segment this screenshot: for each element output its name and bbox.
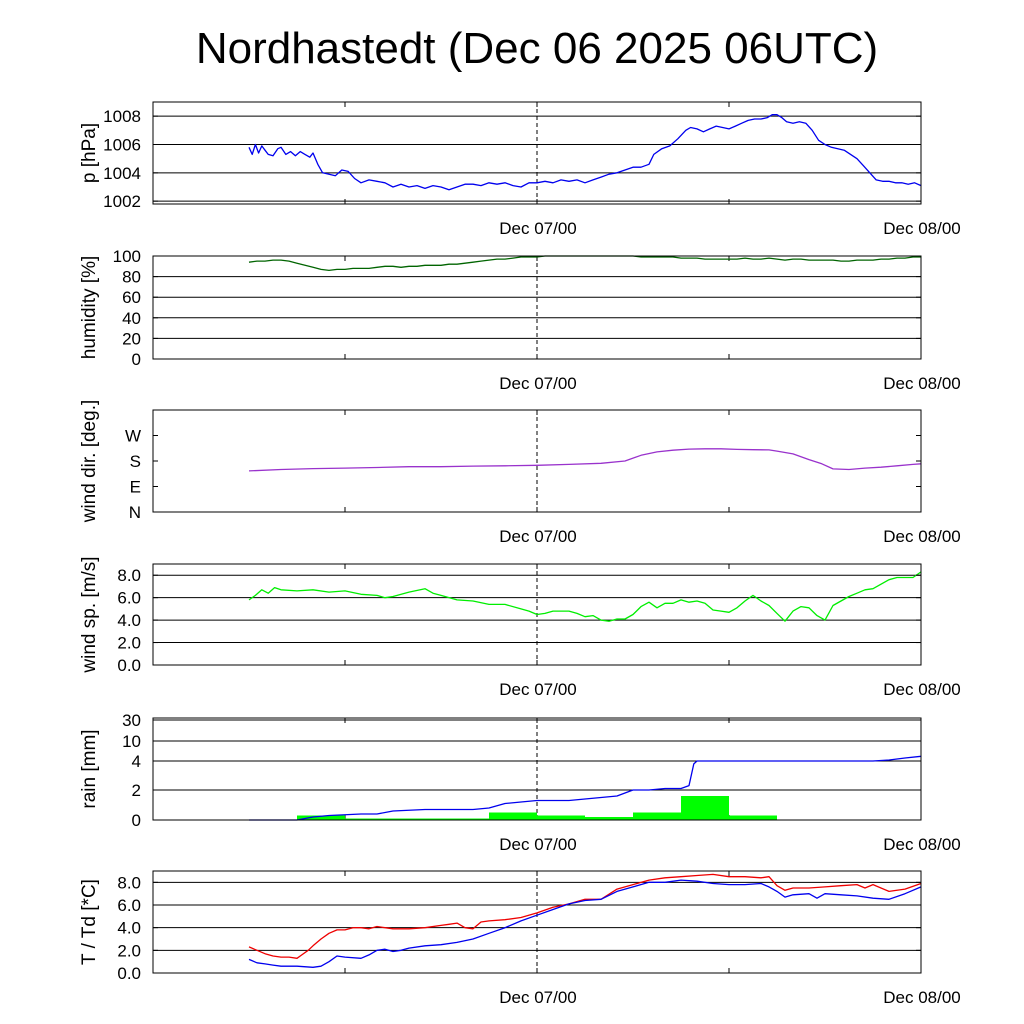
y-tick-label: 80 [122,268,141,287]
y-tick-label: 8.0 [117,566,141,585]
panel-wind_speed: 0.0 2.0 4.0 6.0 8.0 wind sp. [m/s] Dec 07/00 De… [79,556,961,699]
y-tick-label: N [129,503,141,522]
x-tick-label: Dec 07/00 [499,835,577,854]
x-tick-label: Dec 08/00 [883,374,961,393]
series-wind-direction [248,448,922,472]
y-axis-label: p [hPa] [79,123,100,183]
rain-bar [681,796,729,820]
rain-bar [537,815,585,820]
rain-bar [297,815,345,820]
panel-frame [152,255,922,360]
x-tick-label: Dec 08/00 [883,527,961,546]
x-tick-label: Dec 08/00 [883,219,961,238]
y-tick-label: 0.0 [117,964,141,983]
rain-bar [729,815,777,820]
series-wind-speed [248,571,922,622]
y-tick-label: W [125,427,141,446]
series-pressure [248,114,922,191]
rain-bar [345,818,393,820]
rain-bar [633,812,681,820]
series-dew-point [248,879,922,968]
series-accumulated-rain [249,755,922,821]
y-tick-label: 0.0 [117,656,141,675]
x-tick-label: Dec 07/00 [499,374,577,393]
x-tick-label: Dec 08/00 [883,835,961,854]
y-tick-label: 1006 [103,136,141,155]
rain-bar [441,818,489,820]
y-tick-label: 1002 [103,192,141,211]
panel-frame [152,870,922,974]
series-temperature [248,873,922,959]
x-tick-label: Dec 07/00 [499,219,577,238]
y-axis-label: humidity [%] [79,256,100,359]
y-tick-label: 8.0 [117,873,141,892]
rain-bar [489,812,537,820]
y-tick-label: E [130,478,141,497]
y-tick-label: 10 [122,732,141,751]
y-axis-label: wind dir. [deg.] [79,400,100,524]
panel-rain: 0 2 410 30 rain [mm] Dec 07/00 Dec 08/00 [79,711,961,854]
x-tick-label: Dec 07/00 [499,680,577,699]
y-tick-label: 0 [132,350,141,369]
rain-bar [393,818,441,820]
panel-frame [152,563,922,666]
y-tick-label: 2.0 [117,634,141,653]
series-humidity [248,255,921,272]
y-tick-label: S [130,452,141,471]
y-tick-label: 20 [122,329,141,348]
y-tick-label: 4.0 [117,919,141,938]
y-tick-label: 6.0 [117,589,141,608]
y-tick-label: 6.0 [117,896,141,915]
x-tick-label: Dec 08/00 [883,988,961,1007]
rain-bar [585,817,633,820]
y-tick-label: 2 [132,781,141,800]
y-tick-label: 1004 [103,164,141,183]
y-axis-label: T / Td [*C] [79,879,100,965]
y-tick-label: 1008 [103,107,141,126]
y-axis-label: wind sp. [m/s] [79,556,100,673]
panel-frame [152,717,922,821]
chart-title: Nordhastedt (Dec 06 2025 06UTC) [195,24,879,73]
panel-frame [152,101,922,205]
y-tick-label: 30 [122,711,141,730]
x-tick-label: Dec 08/00 [883,680,961,699]
x-tick-label: Dec 07/00 [499,527,577,546]
y-tick-label: 100 [113,247,141,266]
y-tick-label: 60 [122,288,141,307]
y-tick-label: 4.0 [117,611,141,630]
x-tick-label: Dec 07/00 [499,988,577,1007]
panel-temperature: 0.0 2.0 4.0 6.0 8.0 T / Td [*C] Dec 07/00 Dec 0… [79,870,961,1007]
y-tick-label: 4 [132,752,141,771]
y-axis-label: rain [mm] [79,729,100,808]
y-tick-label: 0 [132,811,141,830]
y-tick-label: 40 [122,309,141,328]
y-tick-label: 2.0 [117,941,141,960]
